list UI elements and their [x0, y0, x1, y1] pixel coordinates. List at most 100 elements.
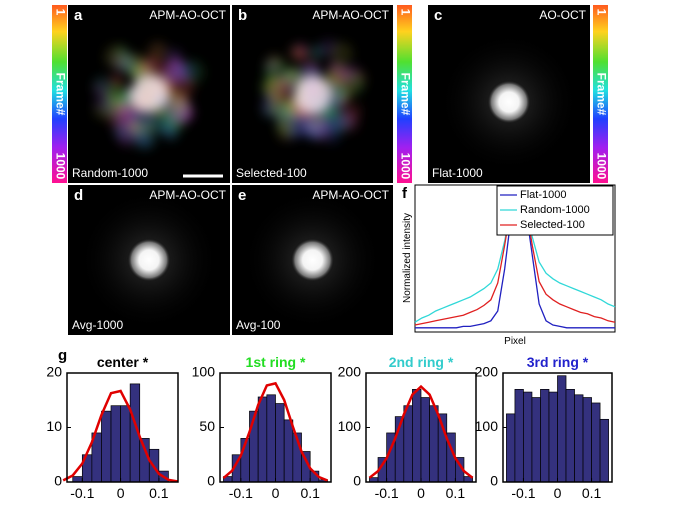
colorbar-label: 1000: [594, 153, 608, 180]
y-tick-label: 0: [207, 473, 215, 489]
histogram-bar: [275, 403, 285, 483]
speckle: [114, 44, 130, 61]
speckle: [105, 83, 128, 106]
panel-letter: a: [74, 7, 83, 24]
histogram-bar: [582, 397, 592, 483]
x-tick-label: 0.1: [582, 485, 602, 501]
histogram-bar: [283, 419, 294, 483]
histogram-bar: [72, 476, 83, 483]
y-tick-label: 20: [46, 364, 62, 380]
y-tick-label: 0: [54, 473, 62, 489]
speckle: [287, 125, 302, 140]
colorbar-label: Frame#: [398, 73, 412, 116]
colorbar-label: 1: [53, 9, 67, 16]
histogram-bar: [540, 389, 550, 483]
histogram-bar: [514, 389, 524, 483]
chart-title: 2nd ring *: [389, 354, 454, 370]
colorbar-label: Frame#: [594, 73, 608, 116]
speckle: [137, 133, 152, 149]
x-tick-label: -0.1: [70, 485, 94, 501]
fit-curve: [62, 389, 179, 483]
speckle: [127, 120, 142, 135]
histogram-bar: [412, 389, 422, 483]
speckle: [165, 96, 192, 122]
panel-letter: b: [238, 7, 247, 24]
y-tick-label: 10: [46, 418, 62, 434]
psf-spot: [487, 80, 531, 124]
psf-spot: [290, 238, 335, 282]
chart-title: 1st ring *: [246, 354, 306, 370]
speckle: [288, 44, 306, 61]
panel-label: Avg-100: [236, 318, 281, 332]
fit-curve: [222, 381, 329, 482]
histogram-bar: [420, 397, 430, 483]
speckle: [266, 78, 292, 103]
chart-title: 3rd ring *: [527, 354, 589, 370]
speckle: [93, 82, 108, 97]
histogram-bar: [266, 394, 276, 483]
y-tick-label: 0: [490, 473, 498, 489]
histogram-bar: [523, 391, 533, 483]
speckle: [309, 44, 325, 60]
colorbar-label: 1000: [398, 153, 412, 180]
colorbar-label: 1: [594, 9, 608, 16]
panel-letter: e: [238, 187, 246, 204]
y-tick-label: 100: [338, 418, 362, 434]
speckle: [150, 111, 173, 134]
chart-title: center *: [97, 354, 149, 370]
x-tick-label: 0: [272, 485, 280, 501]
histogram-bar: [565, 389, 575, 483]
x-tick-label: 0: [554, 485, 562, 501]
colorbar-label: Frame#: [53, 73, 67, 116]
y-tick-label: 0: [353, 473, 361, 489]
x-tick-label: -0.1: [229, 485, 253, 501]
panel-letter: c: [434, 7, 442, 24]
speckle: [147, 41, 168, 62]
histogram-bar: [591, 402, 601, 483]
y-axis-label: Normalized intensity: [402, 213, 413, 303]
x-tick-label: 0: [417, 485, 425, 501]
colorbar: [593, 5, 608, 183]
colorbar-label: 1000: [53, 153, 67, 180]
speckle-core: [131, 76, 167, 112]
histogram-bar: [531, 397, 541, 483]
speckle-core: [294, 76, 331, 112]
panel-letter: g: [58, 347, 67, 364]
histogram-bar: [574, 394, 584, 483]
speckle: [329, 41, 353, 65]
speckle: [283, 67, 304, 87]
speckle: [300, 116, 324, 140]
legend-label: Flat-1000: [520, 189, 566, 201]
speckle: [264, 58, 281, 75]
x-tick-label: 0.1: [300, 485, 320, 501]
fit-curve: [368, 384, 474, 479]
speckle: [342, 102, 362, 122]
speckle: [166, 48, 183, 64]
histogram-bar: [506, 413, 516, 483]
x-tick-label: -0.1: [375, 485, 399, 501]
histogram-bar: [429, 405, 439, 483]
x-axis-label: Pixel: [504, 336, 526, 347]
legend-label: Selected-100: [520, 219, 585, 231]
y-tick-label: 200: [338, 364, 362, 380]
colorbar-label: 1: [398, 9, 412, 16]
panel-method: APM-AO-OCT: [312, 8, 389, 22]
histogram-bar: [403, 405, 413, 483]
psf-spot: [127, 238, 171, 282]
speckle-image: [92, 41, 206, 150]
plot-area: [414, 184, 616, 333]
y-tick-label: 50: [199, 418, 215, 434]
speckle: [162, 60, 185, 83]
panel-letter: f: [402, 185, 408, 202]
histogram-bar: [257, 396, 268, 483]
histogram-bar: [110, 405, 121, 483]
legend-label: Random-1000: [520, 204, 590, 216]
histogram-bar: [548, 391, 558, 483]
panel-method: APM-AO-OCT: [312, 188, 389, 202]
y-tick-label: 200: [475, 364, 499, 380]
panel-label: Flat-1000: [432, 166, 483, 180]
panel-letter: d: [74, 187, 83, 204]
panel-label: Random-1000: [72, 166, 148, 180]
x-tick-label: 0: [117, 485, 125, 501]
